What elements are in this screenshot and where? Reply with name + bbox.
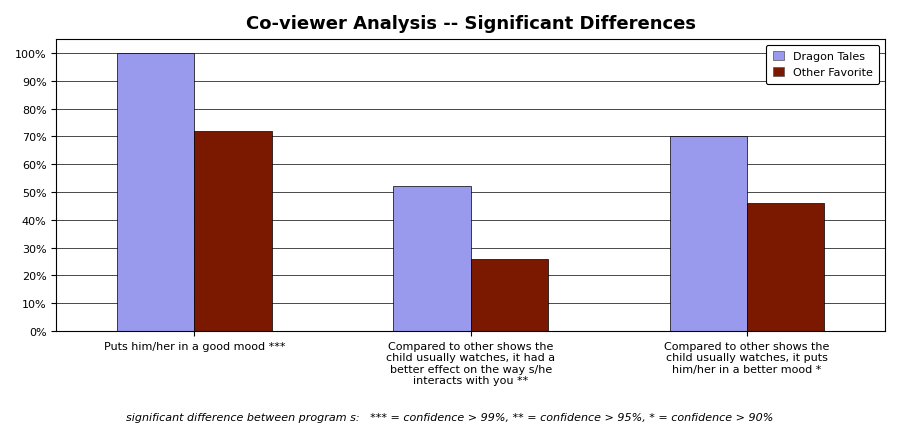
Title: Co-viewer Analysis -- Significant Differences: Co-viewer Analysis -- Significant Differ…: [246, 15, 696, 33]
Bar: [393, 187, 471, 331]
Bar: [670, 137, 747, 331]
Bar: [471, 259, 548, 331]
Bar: [194, 132, 272, 331]
Bar: [117, 54, 194, 331]
Bar: [747, 204, 824, 331]
Legend: Dragon Tales, Other Favorite: Dragon Tales, Other Favorite: [766, 46, 879, 85]
Text: significant difference between program s:   *** = confidence > 99%, ** = confide: significant difference between program s…: [126, 412, 774, 422]
